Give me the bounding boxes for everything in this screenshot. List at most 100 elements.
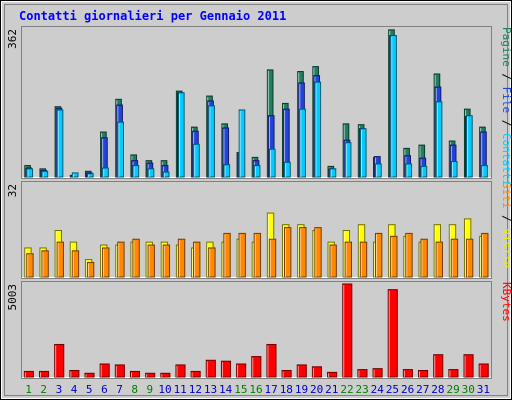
bar-contatti-day-9 xyxy=(147,168,155,178)
bar-kbytes-day-28 xyxy=(433,354,444,378)
panel-max-label: 32 xyxy=(6,184,19,197)
x-tick-label: 2 xyxy=(40,383,47,396)
bar-contatti-day-24 xyxy=(375,163,382,178)
bar-kbytes-day-3 xyxy=(54,343,65,378)
bar-kbytes-day-26 xyxy=(402,369,413,378)
bar-contatti-day-28 xyxy=(435,101,443,178)
bar-contatti-day-4 xyxy=(71,172,79,178)
x-tick-label: 1 xyxy=(25,383,32,396)
bar-contatti-day-30 xyxy=(466,115,473,178)
bar-contatti-day-10 xyxy=(162,171,170,178)
bar-kbytes-day-7 xyxy=(114,364,125,378)
x-tick-label: 7 xyxy=(116,383,123,396)
bar-siti-day-9 xyxy=(147,244,155,278)
bar-siti-day-19 xyxy=(299,227,307,278)
bar-contatti-day-20 xyxy=(314,81,322,178)
bar-kbytes-day-25 xyxy=(387,289,398,378)
bar-contatti-day-17 xyxy=(268,148,276,178)
x-tick-label: 29 xyxy=(446,383,459,396)
legend-part: / xyxy=(500,113,512,133)
bar-kbytes-day-6 xyxy=(99,363,110,378)
bar-kbytes-day-13 xyxy=(205,359,216,378)
bar-contatti-day-13 xyxy=(208,105,215,178)
bar-siti-day-12 xyxy=(193,241,201,278)
panel-max-label: 5003 xyxy=(6,284,19,311)
legend-hits: Pagine / File / Contatti xyxy=(500,27,512,186)
x-tick-label: 8 xyxy=(131,383,138,396)
bar-siti-day-17 xyxy=(268,238,277,278)
bar-siti-day-20 xyxy=(314,227,322,278)
bar-contatti-day-15 xyxy=(238,109,246,178)
bar-siti-day-16 xyxy=(253,232,262,278)
x-tick-label: 23 xyxy=(356,383,369,396)
bar-kbytes-day-1 xyxy=(23,370,34,378)
bar-kbytes-day-21 xyxy=(327,371,338,378)
legend-visits: Siti / Visite xyxy=(500,182,512,268)
bar-contatti-day-11 xyxy=(178,92,185,178)
bar-contatti-day-18 xyxy=(284,161,291,178)
bar-siti-day-3 xyxy=(56,241,64,278)
x-tick-label: 14 xyxy=(219,383,233,396)
bar-kbytes-day-15 xyxy=(236,363,247,378)
bar-siti-day-8 xyxy=(132,238,140,278)
bar-siti-day-29 xyxy=(450,238,459,278)
bar-siti-day-2 xyxy=(41,250,49,278)
legend-part: / xyxy=(500,209,512,229)
bar-kbytes-day-30 xyxy=(463,354,474,378)
bar-kbytes-day-16 xyxy=(251,356,262,378)
panel-max-label: 362 xyxy=(6,29,19,49)
x-tick-label: 31 xyxy=(477,383,490,396)
x-tick-label: 22 xyxy=(340,383,353,396)
legend-part: Pagine xyxy=(500,27,512,67)
x-tick-label: 13 xyxy=(204,383,217,396)
x-tick-label: 9 xyxy=(147,383,154,396)
bar-kbytes-day-18 xyxy=(281,369,292,378)
legend-part: Contatti xyxy=(500,133,512,186)
x-tick-label: 6 xyxy=(101,383,108,396)
bar-contatti-day-29 xyxy=(450,160,458,178)
legend-part: Visite xyxy=(500,228,512,268)
bar-contatti-day-8 xyxy=(132,165,140,178)
legend-kbytes: KBytes xyxy=(500,282,512,322)
legend-part: KBytes xyxy=(500,282,512,322)
bar-contatti-day-6 xyxy=(102,167,109,178)
bar-contatti-day-12 xyxy=(193,143,200,178)
x-tick-label: 28 xyxy=(431,383,444,396)
series-contatti xyxy=(26,35,488,178)
panel-visits: 32 Siti / Visite xyxy=(6,181,512,279)
series-siti xyxy=(26,227,489,278)
bar-kbytes-day-14 xyxy=(220,360,232,378)
bar-kbytes-day-31 xyxy=(478,363,489,378)
x-tick-label: 30 xyxy=(462,383,475,396)
legend-part: / xyxy=(500,67,512,87)
legend-part: Siti xyxy=(500,182,512,209)
bar-contatti-day-14 xyxy=(223,164,231,178)
bar-siti-day-1 xyxy=(26,253,34,278)
bar-contatti-day-27 xyxy=(420,165,428,178)
bar-contatti-day-23 xyxy=(359,128,367,178)
bar-siti-day-6 xyxy=(102,247,110,278)
x-tick-label: 12 xyxy=(189,383,202,396)
panel-kbytes: 5003 KBytes xyxy=(6,281,512,379)
bar-kbytes-day-12 xyxy=(190,370,201,378)
x-axis-labels: 1 2 3 4 5 6 7 8 9 10 11 12 13 14 15 16 17 18 19 20 21 22 23 24 2… xyxy=(25,383,490,396)
bar-contatti-day-16 xyxy=(253,165,261,178)
bar-siti-day-23 xyxy=(359,241,368,278)
bar-kbytes-day-22 xyxy=(342,283,353,378)
bar-kbytes-day-29 xyxy=(448,369,459,378)
bar-siti-day-4 xyxy=(71,250,80,278)
panel-frame xyxy=(21,26,492,179)
bar-kbytes-day-20 xyxy=(311,366,322,378)
bar-contatti-day-19 xyxy=(299,108,306,178)
bar-kbytes-day-5 xyxy=(84,372,95,378)
bar-kbytes-day-9 xyxy=(145,372,156,378)
bar-siti-day-26 xyxy=(405,232,413,278)
x-tick-label: 5 xyxy=(86,383,93,396)
bar-kbytes-day-17 xyxy=(266,343,277,378)
x-tick-label: 15 xyxy=(234,383,247,396)
legend-part: File xyxy=(500,87,512,114)
bar-contatti-day-21 xyxy=(329,168,337,178)
bar-kbytes-day-11 xyxy=(175,364,186,378)
bar-siti-day-28 xyxy=(435,241,443,278)
